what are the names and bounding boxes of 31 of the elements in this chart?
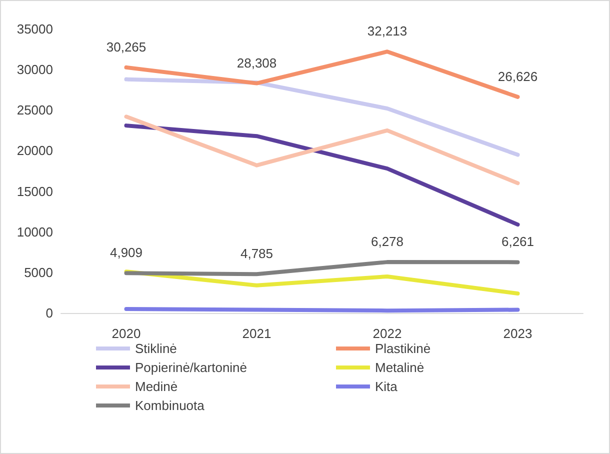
legend-label: Plastikinė: [375, 341, 431, 356]
legend-label: Medinė: [135, 379, 178, 394]
data-label: 6,278: [370, 234, 404, 250]
data-label: 28,308: [236, 55, 277, 70]
data-label: 32,213: [367, 24, 408, 39]
x-tick-label: 2021: [242, 326, 272, 341]
y-tick-label: 15000: [16, 184, 53, 199]
y-tick-label: 5000: [24, 264, 53, 280]
x-tick-label: 2023: [503, 326, 532, 341]
line-series: [124, 270, 520, 296]
y-tick-label: 10000: [16, 224, 53, 240]
data-label: 30,265: [106, 39, 146, 54]
y-tick-label: 0: [46, 306, 53, 320]
data-label: 6,261: [501, 234, 534, 250]
y-tick-label: 25000: [16, 102, 53, 118]
x-tick-label: 2022: [372, 326, 402, 341]
legend-label: Stiklinė: [135, 341, 177, 356]
legend-label: Popierinė/kartoninė: [135, 360, 248, 375]
legend-label: Kombinuota: [135, 398, 206, 413]
y-tick-label: 35000: [16, 22, 53, 36]
legend-label: Metalinė: [375, 360, 424, 375]
y-tick-label: 30000: [16, 62, 53, 78]
data-label: 4,909: [110, 245, 143, 260]
line-series: [124, 124, 520, 227]
x-tick-label: 2020: [112, 326, 141, 341]
legend-label: Kita: [375, 379, 398, 394]
y-tick-label: 20000: [16, 143, 53, 158]
data-label: 26,626: [498, 68, 538, 84]
line-series: [124, 114, 520, 186]
data-label: 4,785: [240, 246, 274, 262]
line-series: [124, 260, 520, 276]
